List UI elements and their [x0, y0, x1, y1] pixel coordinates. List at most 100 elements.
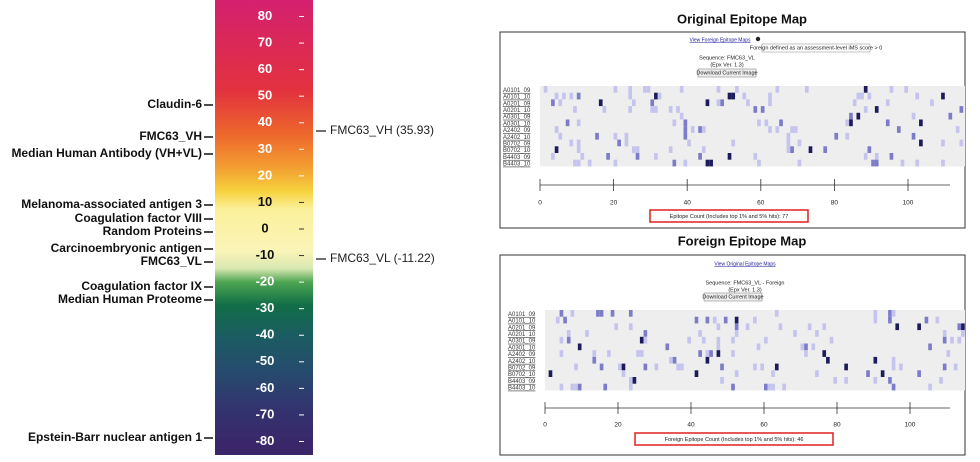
heat-cell	[941, 92, 945, 100]
heat-cell	[602, 106, 607, 113]
heat-cell	[734, 316, 739, 324]
allele-label: A2402_10	[508, 359, 536, 365]
axis-tick-label: 0	[538, 200, 542, 207]
heat-cell	[786, 146, 791, 153]
heat-cell	[559, 350, 564, 357]
scale-tick-label: -40	[256, 327, 275, 342]
heat-cell	[654, 363, 659, 371]
heat-cell	[618, 363, 622, 371]
heat-cell	[720, 99, 724, 107]
heat-cell	[683, 119, 688, 127]
heat-cell	[569, 139, 574, 147]
heat-cell	[654, 92, 658, 100]
heat-cell	[701, 336, 706, 344]
protein-label: Epstein-Barr nuclear antigen 1	[28, 430, 202, 444]
count: Epitope Count (Includes top 1% and 5% hi…	[670, 214, 789, 220]
heat-cell	[957, 323, 962, 331]
tooltip-text: Foreign defined as an assessment-level i…	[750, 45, 883, 51]
heat-cell	[576, 139, 581, 147]
heat-cell	[873, 316, 878, 324]
heat-cell	[924, 316, 929, 324]
heat-cell	[573, 159, 577, 167]
protein-label: FMC63_VH (35.93)	[330, 123, 434, 137]
heat-cell	[613, 86, 618, 93]
heat-cell	[672, 356, 677, 364]
heat-cell	[790, 126, 794, 133]
heat-cell	[603, 383, 608, 391]
heat-cell	[807, 323, 812, 331]
heat-cell	[607, 350, 611, 357]
heat-cell	[676, 363, 681, 371]
heat-cell	[690, 126, 695, 133]
scale-tick-label: -70	[256, 406, 275, 421]
heat-cell	[804, 350, 808, 357]
heat-cell	[804, 86, 809, 93]
map-link[interactable]: View Foreign Epitope Maps	[689, 37, 751, 43]
button-label[interactable]: Download Current Image	[702, 294, 763, 300]
allele-label: A2402_09	[503, 128, 531, 134]
heat-cell	[948, 112, 953, 120]
heat-cell	[698, 126, 702, 133]
heat-cell	[687, 336, 691, 344]
allele-label: A2402_09	[508, 352, 536, 358]
heat-cell	[613, 132, 618, 140]
heat-cell	[961, 323, 965, 331]
heat-cell	[917, 323, 921, 331]
heat-cell	[705, 356, 710, 364]
heat-cell	[915, 92, 920, 100]
download-button[interactable]	[703, 292, 763, 302]
heat-cell	[554, 92, 559, 100]
allele-label: B4403_09	[503, 155, 531, 161]
heat-cell	[935, 316, 940, 324]
heat-cell	[946, 350, 951, 357]
help-icon	[755, 36, 761, 42]
protein-label: Coagulation factor VIII	[75, 211, 202, 225]
heat-cell	[786, 139, 791, 147]
heat-cell	[867, 92, 872, 100]
heat-cell	[768, 99, 772, 107]
protein-label: Carcinoembryonic antigen	[51, 241, 202, 255]
heat-cell	[554, 126, 559, 133]
sequence: Sequence: FMC63_VL	[699, 55, 755, 61]
heat-cell	[746, 99, 750, 107]
scale-tick-label: 20	[258, 167, 272, 182]
download-button[interactable]	[697, 68, 757, 78]
button-label[interactable]: Download Current Image	[696, 70, 757, 76]
heat-cell	[643, 336, 648, 344]
heat-cell	[731, 383, 735, 391]
heat-cell	[635, 153, 640, 160]
heat-cell	[955, 126, 960, 133]
heat-cell	[554, 146, 559, 153]
heat-cell	[888, 377, 892, 384]
heat-cell	[753, 363, 757, 371]
heat-cell	[757, 119, 761, 127]
allele-label: B0702_09	[503, 142, 531, 148]
heat-cell	[694, 316, 699, 324]
heat-cell	[701, 146, 706, 153]
heat-cell	[731, 92, 736, 100]
heat-cell	[632, 377, 637, 384]
heat-cell	[885, 99, 890, 107]
heat-cell	[643, 330, 648, 337]
heat-cell	[716, 336, 721, 344]
heat-cell	[639, 350, 644, 357]
heat-cell	[650, 99, 655, 107]
heat-cell	[654, 153, 658, 160]
heat-cell	[753, 153, 758, 160]
heat-cell	[734, 330, 739, 337]
scale-tick-label: 80	[258, 8, 272, 23]
scale-tick-label: -80	[256, 433, 275, 448]
heat-cell	[657, 92, 662, 100]
heat-cell	[635, 146, 640, 153]
heat-cell	[889, 86, 894, 93]
scale-tick-label: -30	[256, 300, 275, 315]
heat-cell	[911, 112, 916, 120]
heat-cell	[577, 343, 582, 351]
heat-cell	[687, 139, 691, 147]
heat-cell	[874, 153, 879, 160]
heat-cell	[891, 383, 896, 391]
map-link[interactable]: View Original Epitope Maps	[714, 261, 776, 267]
heat-cell	[782, 383, 786, 391]
allele-label: A0301_09	[508, 339, 536, 345]
heat-cell	[576, 119, 581, 127]
